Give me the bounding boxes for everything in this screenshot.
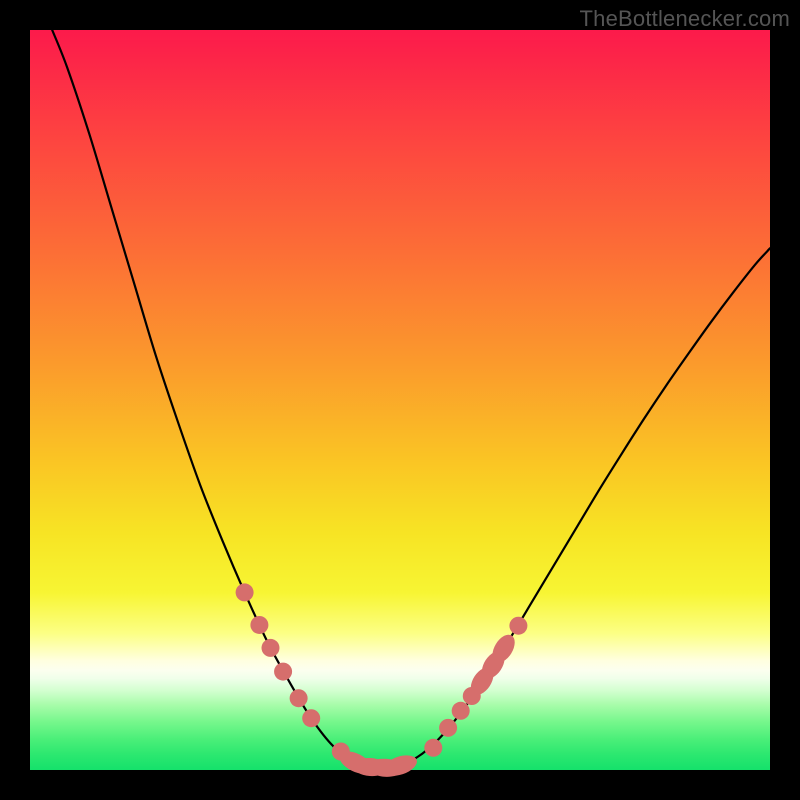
curve-dot	[250, 616, 268, 634]
chart-svg	[0, 0, 800, 800]
curve-dot	[274, 663, 292, 681]
plot-background	[30, 30, 770, 770]
curve-dot	[290, 689, 308, 707]
curve-dot	[439, 719, 457, 737]
curve-dot	[262, 639, 280, 657]
curve-dot	[302, 709, 320, 727]
curve-dot	[236, 583, 254, 601]
curve-dot	[424, 739, 442, 757]
curve-dot	[509, 617, 527, 635]
curve-dot	[452, 702, 470, 720]
chart-stage: TheBottlenecker.com	[0, 0, 800, 800]
